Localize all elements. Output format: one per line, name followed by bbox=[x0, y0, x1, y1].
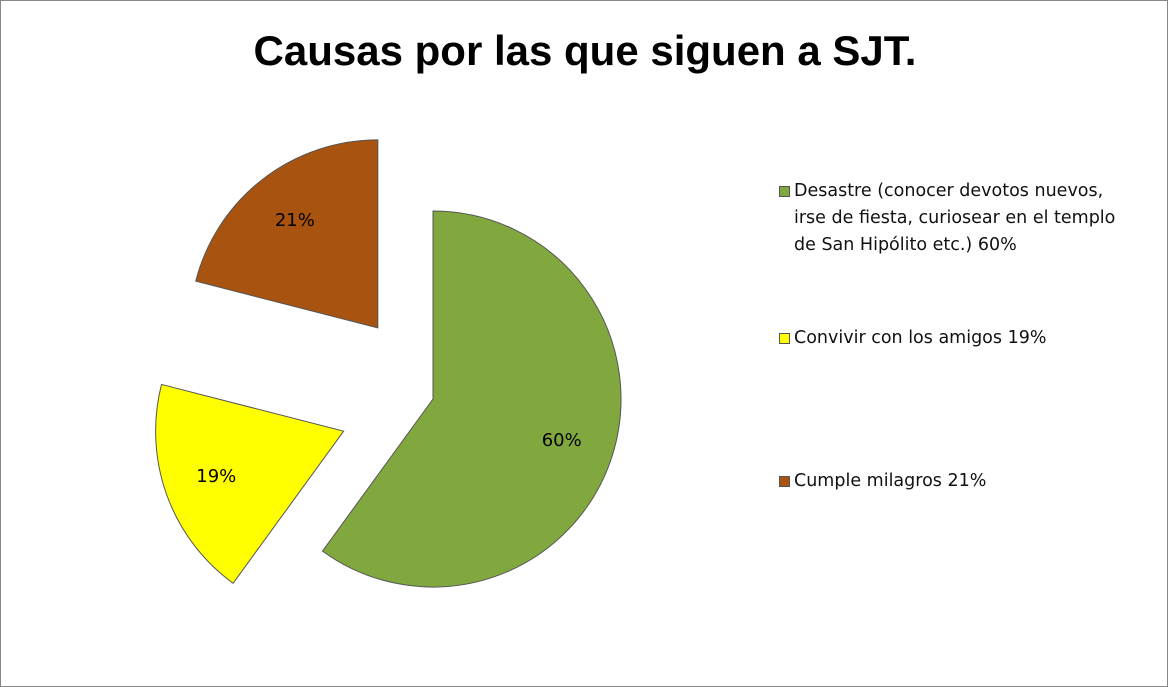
legend-text: Desastre (conocer devotos nuevos, irse d… bbox=[794, 181, 1116, 255]
legend-text: Cumple milagros 21% bbox=[794, 471, 987, 491]
data-label: 21% bbox=[275, 210, 315, 231]
legend-item: Convivir con los amigos 19% bbox=[779, 325, 1119, 352]
data-label: 60% bbox=[542, 430, 582, 451]
pie-slice bbox=[155, 383, 345, 584]
legend-text: Convivir con los amigos 19% bbox=[794, 328, 1047, 348]
legend-marker bbox=[779, 476, 790, 487]
chart-title: Causas por las que siguen a SJT. bbox=[254, 27, 917, 74]
legend-item: Desastre (conocer devotos nuevos, irse d… bbox=[779, 178, 1119, 259]
pie-slice bbox=[195, 139, 379, 329]
legend-marker bbox=[779, 186, 790, 197]
legend-item: Cumple milagros 21% bbox=[779, 468, 1119, 495]
data-label: 19% bbox=[196, 466, 236, 487]
pie-slice bbox=[321, 210, 622, 588]
legend-marker bbox=[779, 333, 790, 344]
